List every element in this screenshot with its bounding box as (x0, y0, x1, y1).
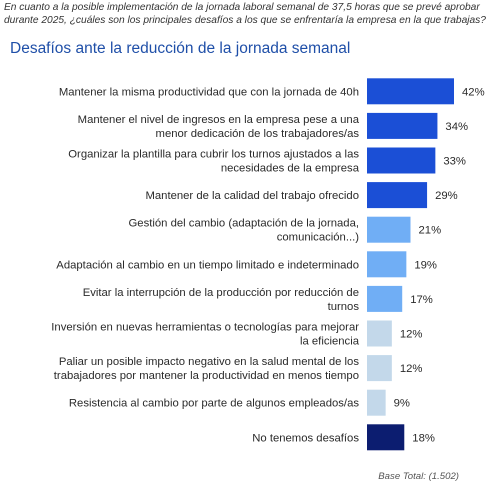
bar-0 (367, 78, 454, 105)
value-label-6: 17% (410, 294, 433, 306)
category-label-7: Inversión en nuevas herramientas o tecno… (51, 322, 359, 348)
category-label-8: Paliar un posible impacto negativo en la… (54, 356, 360, 382)
category-label-0: Mantener la misma productividad que con … (59, 86, 359, 98)
bar-2 (367, 147, 436, 174)
value-label-8: 12% (400, 363, 423, 375)
value-label-2: 33% (443, 156, 466, 168)
category-label-10: No tenemos desafíos (252, 432, 359, 444)
bar-3 (367, 182, 428, 209)
bar-7 (367, 320, 392, 347)
value-label-5: 19% (414, 259, 437, 271)
category-label-2: Organizar la plantilla para cubrir los t… (68, 149, 359, 175)
bar-6 (367, 285, 403, 312)
bar-4 (367, 216, 411, 243)
category-label-9: Resistencia al cambio por parte de algun… (69, 398, 359, 410)
category-label-6: Evitar la interrupción de la producción … (83, 287, 360, 313)
bar-1 (367, 112, 438, 139)
value-label-7: 12% (400, 329, 423, 341)
value-label-3: 29% (435, 190, 458, 202)
bar-5 (367, 251, 407, 278)
chart-title: Desafíos ante la reducción de la jornada… (10, 40, 351, 57)
category-label-1: Mantener el nivel de ingresos en la empr… (78, 114, 360, 140)
category-label-5: Adaptación al cambio en un tiempo limita… (56, 259, 359, 271)
value-label-10: 18% (412, 432, 435, 444)
bar-8 (367, 355, 392, 382)
value-label-0: 42% (462, 86, 485, 98)
survey-question: En cuanto a la posible implementación de… (4, 2, 486, 26)
bar-10 (367, 424, 405, 451)
bar-9 (367, 389, 386, 416)
value-label-1: 34% (445, 121, 468, 133)
category-label-3: Mantener de la calidad del trabajo ofrec… (145, 190, 359, 202)
base-total-note: Base Total: (1.502) (378, 471, 459, 482)
value-label-9: 9% (394, 398, 410, 410)
value-label-4: 21% (419, 225, 442, 237)
category-label-4: Gestión del cambio (adaptación de la jor… (129, 218, 360, 244)
